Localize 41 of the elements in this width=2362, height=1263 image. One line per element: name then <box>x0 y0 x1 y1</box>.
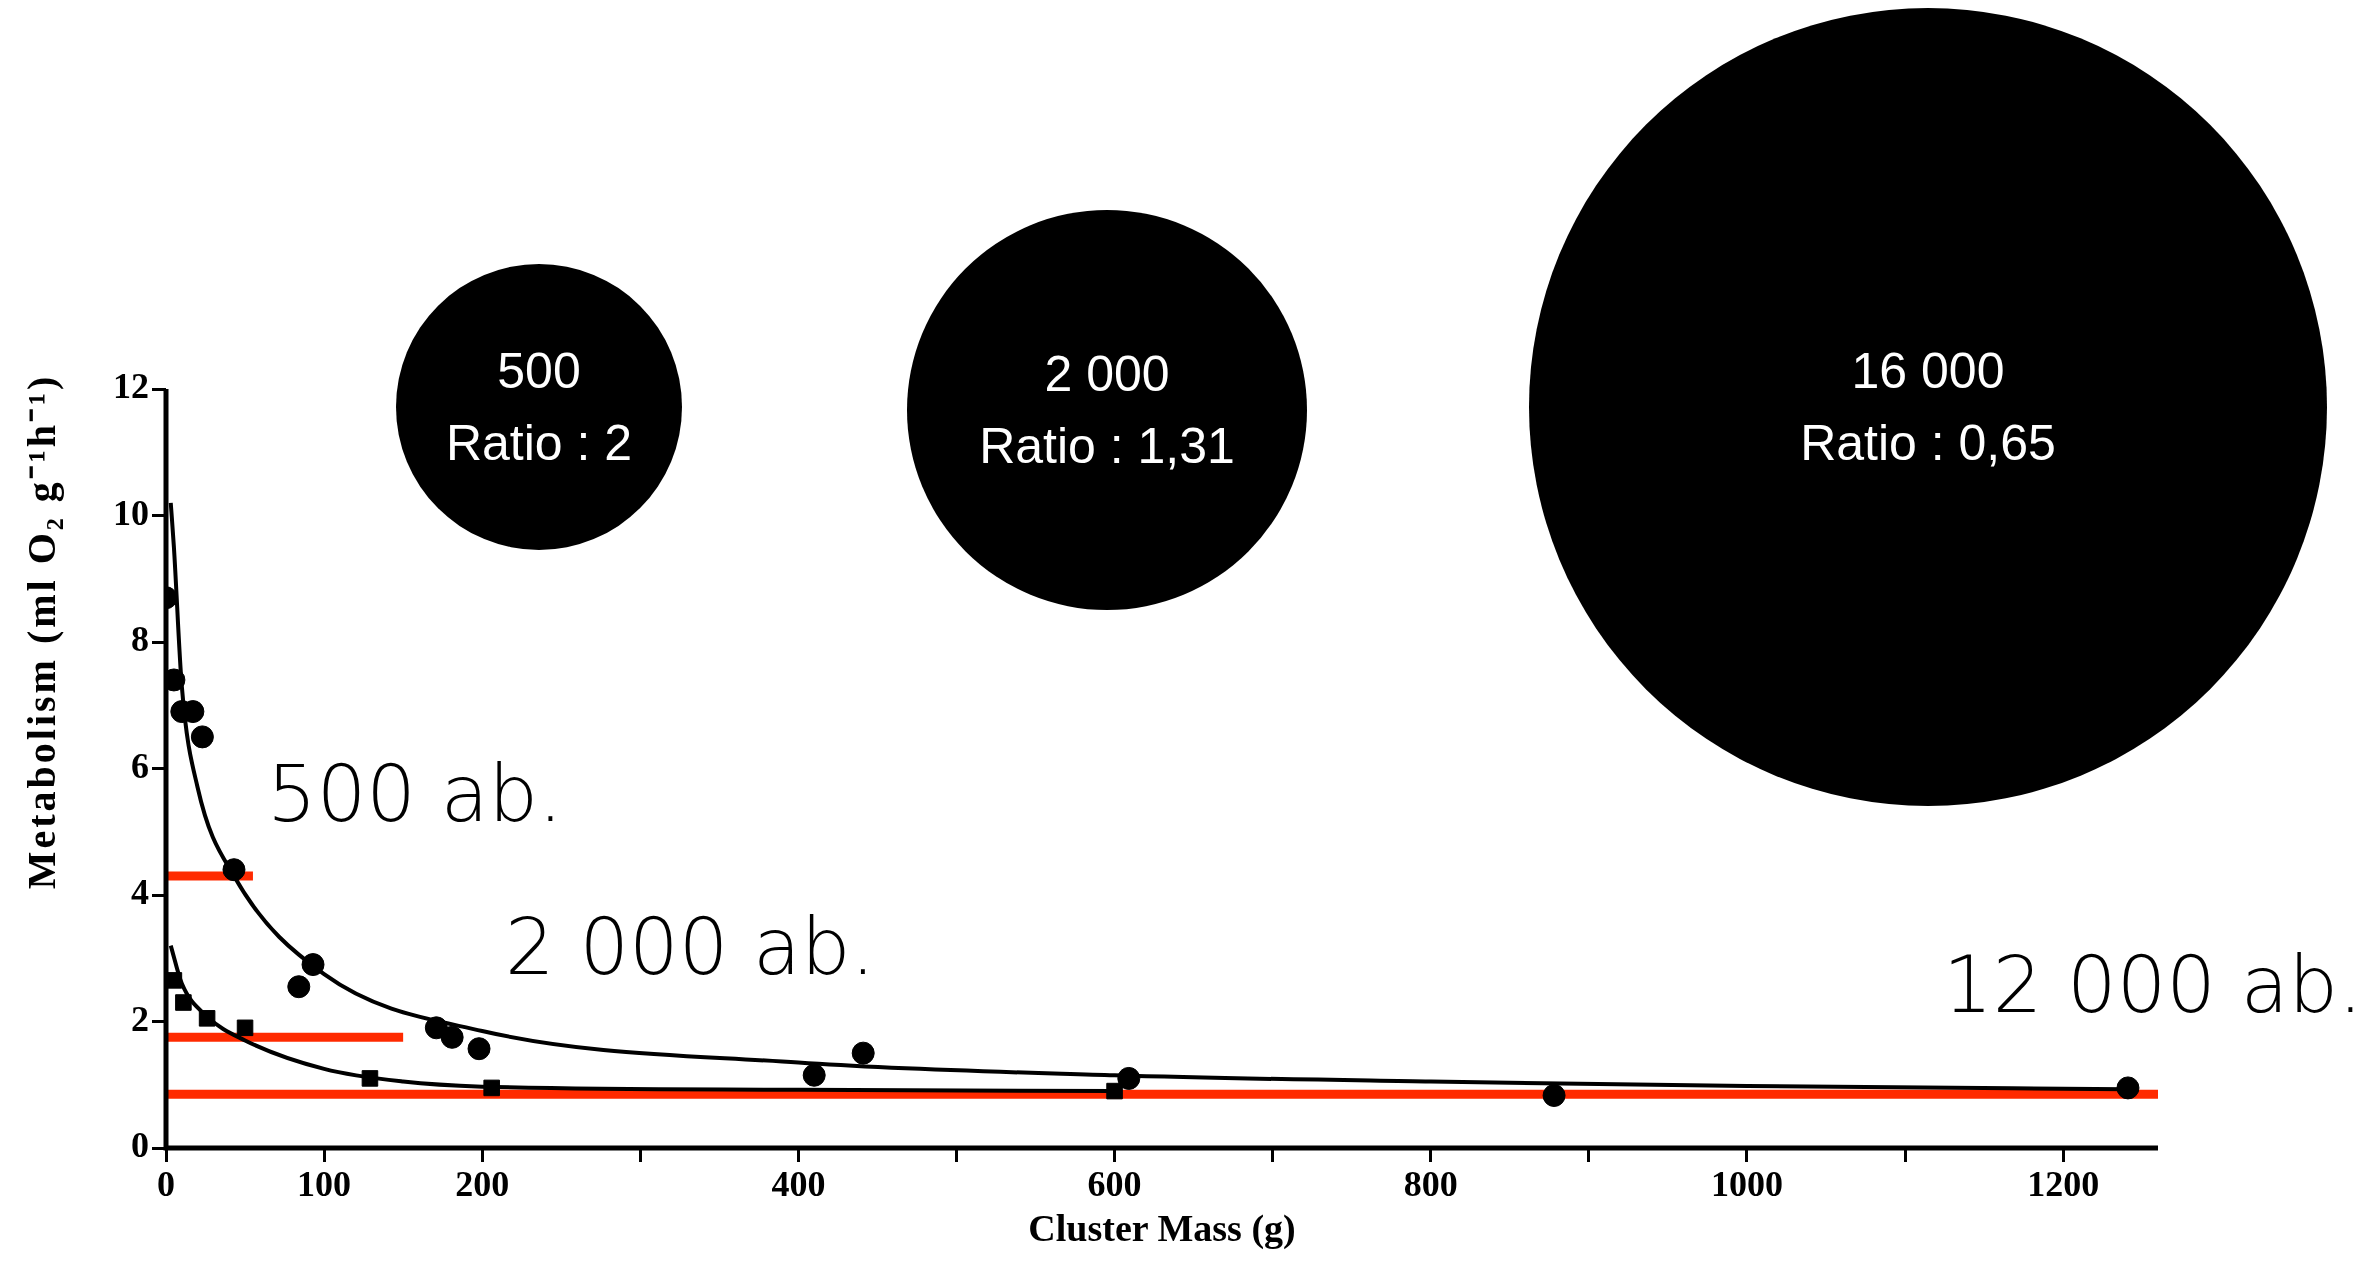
point <box>361 1070 379 1087</box>
point <box>301 953 325 977</box>
point <box>851 1041 875 1065</box>
point <box>483 1079 500 1097</box>
x-tick-label: 100 <box>297 1163 352 1204</box>
point <box>236 1019 254 1037</box>
point <box>1117 1066 1141 1090</box>
point <box>287 975 311 999</box>
y-tick-label: 6 <box>131 745 149 786</box>
y-tick-label: 10 <box>113 492 149 533</box>
point <box>424 1016 448 1040</box>
point <box>802 1063 826 1087</box>
point <box>467 1037 491 1061</box>
y-tick-label: 2 <box>131 998 149 1039</box>
point <box>222 858 246 882</box>
point <box>1106 1082 1123 1100</box>
circle-graphic: 16 000 Ratio : 0,65 <box>1529 8 2327 806</box>
y-tick-label: 8 <box>131 619 149 660</box>
y-tick-label: 4 <box>131 872 149 913</box>
x-tick-label: 1200 <box>2027 1163 2100 1204</box>
y-axis-title: Metabolism (ml O₂ g⁻¹h⁻¹) <box>18 373 66 890</box>
circle-graphic: 2 000 Ratio : 1,31 <box>907 210 1307 610</box>
point <box>190 725 214 749</box>
annotation: 2 000 ab. <box>505 902 876 992</box>
point <box>440 1025 464 1049</box>
x-axis-title: Cluster Mass (g) <box>1028 1207 1296 1251</box>
x-tick-label: 600 <box>1087 1163 1142 1204</box>
x-tick-label: 200 <box>455 1163 510 1204</box>
x-tick-label: 800 <box>1403 1163 1458 1204</box>
y-tick-label: 0 <box>131 1125 149 1166</box>
circle-graphic: 500 Ratio : 2 <box>396 264 682 550</box>
x-tick-label: 400 <box>771 1163 826 1204</box>
point <box>2116 1076 2140 1100</box>
point <box>198 1010 216 1027</box>
point <box>1542 1084 1566 1107</box>
annotation: 12 000 ab. <box>1943 940 2362 1030</box>
y-tick-label: 12 <box>113 366 149 407</box>
x-tick-label: 1000 <box>1710 1163 1783 1204</box>
x-tick-label: 0 <box>157 1163 175 1204</box>
point <box>175 994 192 1011</box>
annotation: 500 ab. <box>267 749 563 839</box>
